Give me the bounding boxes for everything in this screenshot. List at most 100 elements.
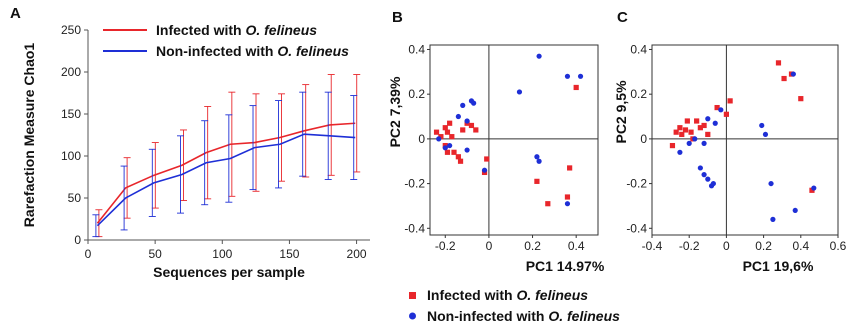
point-infected — [701, 122, 707, 129]
x-tick-label: 50 — [148, 247, 162, 261]
point-noninfected — [705, 116, 711, 122]
x-tick-label: 0.2 — [755, 239, 772, 253]
y-tick-label: 150 — [61, 107, 81, 121]
point-infected — [534, 178, 540, 184]
point-infected — [438, 134, 444, 140]
legend-marker-noninfected — [409, 312, 416, 320]
point-noninfected — [436, 136, 442, 142]
x-tick-label: -0.2 — [435, 239, 456, 253]
point-noninfected — [712, 120, 718, 126]
y-tick-label: 0 — [640, 132, 647, 146]
legend-prefix-noninfected-a: Non-infected with — [156, 43, 277, 59]
x-axis-label: PC1 14.97% — [526, 258, 605, 274]
legend-text-infected-a: Infected with O. felineus — [156, 22, 317, 38]
legend-marker-infected — [409, 292, 416, 299]
y-tick-label: 0.2 — [408, 87, 425, 101]
point-infected — [473, 127, 479, 133]
legend-prefix-infected-a: Infected with — [156, 22, 245, 38]
point-noninfected — [701, 140, 707, 146]
y-tick-label: -0.2 — [404, 177, 425, 191]
legend-text-noninfected-pca: Non-infected with O. felineus — [427, 308, 620, 324]
y-axis-label: Rarefaction Measure Chao1 — [21, 43, 37, 228]
point-infected — [449, 134, 455, 140]
point-noninfected — [770, 216, 776, 222]
point-noninfected — [692, 136, 698, 142]
point-infected — [775, 60, 782, 66]
panel-label-c: C — [617, 9, 628, 26]
point-noninfected — [811, 185, 817, 191]
point-infected — [727, 98, 733, 104]
point-infected — [688, 129, 694, 135]
y-tick-label: -0.4 — [404, 221, 425, 235]
x-axis-label: PC1 19,6% — [743, 258, 814, 274]
y-tick-label: 0 — [418, 132, 425, 146]
y-tick-label: 250 — [61, 23, 81, 37]
plot-frame — [651, 44, 839, 236]
panel-label-a: A — [10, 5, 21, 22]
legend-species-noninfected-pca: O. felineus — [548, 308, 620, 324]
y-axis-label: PC2 7,39% — [387, 76, 403, 147]
point-infected — [677, 125, 683, 131]
rarefaction-chart: 0 50 100 150 200 0 50 100 150 200 250 Sequences per… — [21, 23, 370, 280]
point-noninfected — [701, 172, 707, 178]
point-infected — [444, 149, 451, 155]
point-noninfected — [564, 73, 571, 79]
point-infected — [723, 111, 729, 117]
plot-frame — [429, 44, 599, 236]
point-noninfected — [455, 113, 461, 120]
point-infected — [442, 125, 448, 131]
point-noninfected — [564, 201, 571, 207]
x-tick-label: 200 — [347, 247, 367, 261]
point-noninfected — [768, 180, 774, 187]
point-noninfected — [464, 147, 470, 153]
legend-species-infected-pca: O. felineus — [516, 287, 588, 303]
point-infected — [573, 84, 579, 91]
point-noninfected — [762, 131, 769, 138]
point-noninfected — [460, 102, 466, 108]
point-noninfected — [792, 207, 798, 214]
point-infected — [679, 131, 685, 138]
point-noninfected — [697, 165, 703, 171]
point-infected — [798, 96, 804, 102]
point-noninfected — [471, 100, 477, 106]
point-infected — [468, 122, 475, 129]
point-infected — [433, 129, 440, 135]
point-noninfected — [536, 53, 542, 59]
point-infected — [447, 120, 453, 126]
point-noninfected — [447, 142, 453, 149]
point-noninfected — [705, 176, 711, 182]
y-tick-label: 0.4 — [630, 42, 647, 56]
point-infected — [694, 118, 700, 124]
x-tick-label: 0.6 — [830, 239, 847, 253]
point-noninfected — [718, 107, 724, 113]
x-tick-label: -0.2 — [679, 239, 700, 253]
point-infected — [684, 118, 690, 124]
point-infected — [705, 131, 711, 138]
point-noninfected — [516, 89, 523, 95]
point-infected — [567, 165, 573, 171]
point-noninfected — [710, 180, 716, 187]
series-line-noninfected — [96, 133, 356, 227]
y-tick-label: 50 — [68, 191, 82, 205]
y-tick-label: 0.2 — [630, 87, 647, 101]
point-infected — [460, 127, 466, 133]
point-noninfected — [677, 149, 683, 155]
x-tick-label: 0 — [85, 247, 92, 261]
y-tick-label: 100 — [61, 149, 81, 163]
legend-prefix-infected-pca: Infected with — [427, 287, 516, 303]
y-tick-label: 200 — [61, 65, 81, 79]
point-noninfected — [759, 122, 765, 129]
point-infected — [673, 129, 679, 135]
y-axis-label: PC2 9,5% — [613, 80, 629, 144]
point-noninfected — [464, 118, 470, 124]
point-infected — [714, 104, 720, 111]
rarefaction-legend: Infected with O. felineus Non-infected w… — [103, 22, 349, 59]
legend-species-infected-a: O. felineus — [245, 22, 317, 38]
point-infected — [444, 129, 451, 135]
point-infected — [682, 127, 689, 133]
point-noninfected — [536, 158, 542, 164]
x-tick-label: 0.4 — [568, 239, 585, 253]
point-noninfected — [790, 71, 796, 77]
point-noninfected — [577, 73, 584, 79]
